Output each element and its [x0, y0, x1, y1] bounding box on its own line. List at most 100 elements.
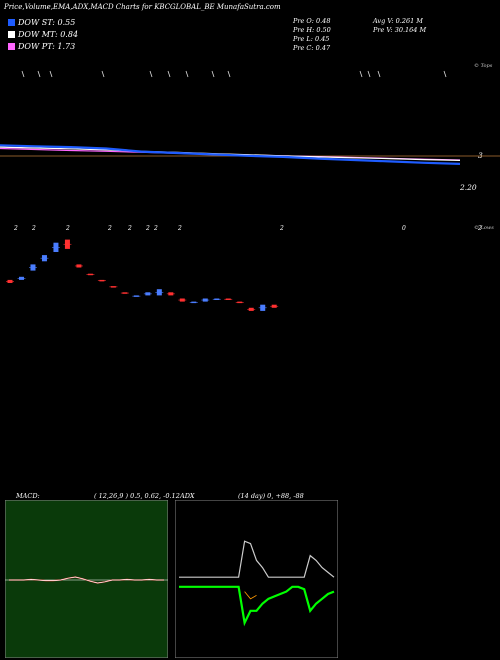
candle-18: [212, 298, 221, 300]
candle-20: [235, 301, 244, 304]
candle-3: [40, 255, 49, 262]
legend-dow-st: DOW ST: 0.55: [8, 18, 75, 27]
candle-body-23: [271, 304, 277, 308]
main-price-chart: [0, 144, 500, 311]
candle-23: [270, 304, 279, 308]
candle-body-20: [237, 301, 243, 304]
candle-6: [74, 264, 83, 268]
stat-open: Pre O: 0.48: [293, 17, 331, 25]
top-tick-6: [185, 70, 189, 78]
legend-dow-pt-label: DOW PT: 1.73: [18, 42, 76, 51]
legend-dow-mt: DOW MT: 0.84: [8, 30, 78, 39]
last-price-label: 2.20: [460, 183, 477, 192]
stat-low: Pre L: 0.45: [293, 35, 330, 43]
candle-body-10: [122, 292, 128, 294]
macd-header: MACD:: [16, 492, 40, 500]
ema-lines: [0, 144, 461, 165]
volume-label-7: 2: [178, 225, 182, 232]
top-tick-11: [377, 70, 381, 78]
candle-body-6: [76, 264, 82, 268]
top-tick-2: [49, 70, 53, 78]
candle-body-9: [110, 286, 116, 288]
candle-body-2: [30, 264, 36, 271]
candlesticks: [6, 239, 279, 311]
adx-params: (14 day) 0, +88, -88: [238, 492, 304, 500]
candle-body-14: [168, 292, 174, 296]
candle-13: [155, 289, 164, 296]
candle-15: [178, 298, 187, 302]
top-tick-9: [359, 70, 363, 78]
candle-body-13: [156, 289, 162, 296]
macd-line: [9, 576, 164, 584]
candle-9: [109, 286, 118, 288]
candle-8: [97, 279, 106, 282]
macd-panel: [5, 500, 168, 658]
volume-label-10: 2: [478, 225, 482, 232]
top-tick-5: [167, 70, 171, 78]
candle-7: [86, 273, 95, 276]
candle-10: [120, 292, 129, 294]
volume-label-0: 2: [14, 225, 18, 232]
candle-body-5: [64, 239, 70, 249]
candle-22: [258, 304, 267, 311]
candle-body-3: [41, 255, 47, 262]
stat-high: Pre H: 0.50: [293, 26, 331, 34]
volume-label-3: 2: [108, 225, 112, 232]
tops-label: © Tops: [474, 63, 493, 69]
top-tick-row: [0, 64, 500, 78]
legend-dow-pt: DOW PT: 1.73: [8, 42, 75, 51]
volume-label-1: 2: [32, 225, 36, 232]
candle-body-18: [214, 298, 220, 300]
lows-label: © Lows: [474, 225, 494, 231]
macd-params: ( 12,26,9 ) 0.5, 0.62, -0.12: [94, 492, 180, 500]
adx-minus-di-line: [179, 585, 335, 627]
top-tick-12: [443, 70, 447, 78]
legend-swatch-white: [8, 31, 15, 38]
candle-5: [63, 239, 72, 249]
candle-body-7: [87, 273, 93, 276]
candle-body-15: [179, 298, 185, 302]
top-tick-4: [149, 70, 153, 78]
ema-line-2: [0, 144, 461, 165]
top-tick-8: [227, 70, 231, 78]
candle-body-12: [145, 292, 151, 296]
candle-body-1: [18, 276, 24, 280]
candle-21: [247, 307, 256, 311]
candle-body-22: [260, 304, 266, 311]
candle-19: [224, 298, 233, 300]
volume-label-6: 2: [154, 225, 158, 232]
candle-body-21: [248, 307, 254, 311]
candle-2: [28, 264, 37, 271]
legend-dow-mt-label: DOW MT: 0.84: [18, 30, 79, 39]
volume-label-2: 2: [66, 225, 70, 232]
stat-close: Pre C: 0.47: [293, 44, 331, 52]
volume-label-4: 2: [128, 225, 132, 232]
candle-body-16: [191, 301, 197, 304]
adx-line: [244, 591, 257, 600]
candle-12: [143, 292, 152, 296]
legend-swatch-pink: [8, 43, 15, 50]
candle-11: [132, 295, 141, 297]
candle-1: [17, 276, 26, 280]
legend-swatch-blue: [8, 19, 15, 26]
candle-14: [166, 292, 175, 296]
candle-body-11: [133, 295, 139, 297]
candle-4: [51, 242, 60, 252]
volume-label-8: 2: [280, 225, 284, 232]
ema-line-1: [0, 146, 461, 161]
adx-plus-di-line: [179, 540, 335, 578]
adx-panel-bg: [175, 500, 338, 658]
candle-body-4: [53, 242, 59, 252]
candle-0: [6, 279, 14, 283]
top-tick-7: [211, 70, 215, 78]
legend-dow-st-label: DOW ST: 0.55: [18, 18, 76, 27]
candle-16: [189, 301, 198, 304]
candle-body-19: [225, 298, 231, 300]
volume-label-9: 0: [402, 225, 406, 232]
adx-header: ADX: [180, 492, 195, 500]
candle-body-17: [202, 298, 208, 302]
top-tick-1: [37, 70, 41, 78]
top-tick-0: [21, 70, 25, 78]
top-tick-svg: [21, 70, 447, 78]
candle-body-0: [7, 279, 13, 283]
